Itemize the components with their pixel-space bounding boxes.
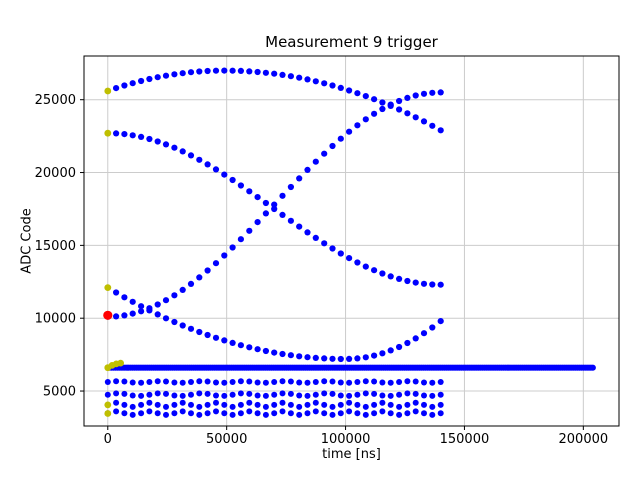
svg-text:25000: 25000 [35, 93, 76, 108]
svg-text:20000: 20000 [35, 166, 76, 181]
svg-text:15000: 15000 [35, 239, 76, 254]
svg-text:0: 0 [104, 432, 112, 447]
x-axis-label: time [ns] [322, 447, 381, 462]
chart-title: Measurement 9 trigger [265, 33, 438, 51]
y-axis-label: ADC Code [19, 208, 35, 274]
svg-text:5000: 5000 [43, 385, 76, 400]
svg-text:100000: 100000 [321, 432, 371, 447]
svg-text:150000: 150000 [440, 432, 490, 447]
svg-text:50000: 50000 [206, 432, 247, 447]
svg-text:10000: 10000 [35, 312, 76, 327]
svg-text:200000: 200000 [559, 432, 609, 447]
